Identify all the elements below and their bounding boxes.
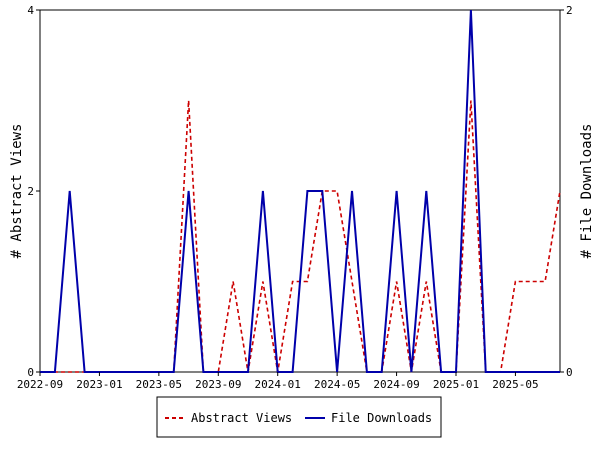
y2-tick-label: 0	[566, 366, 573, 379]
legend-box	[156, 396, 442, 438]
legend-label-file-downloads: File Downloads	[331, 411, 432, 425]
x-tick-label: 2025-05	[492, 378, 538, 391]
x-tick-label: 2024-01	[255, 378, 301, 391]
x-tick-label: 2023-09	[195, 378, 241, 391]
y-tick-label: 4	[27, 4, 34, 17]
y-axis-right: 02	[560, 4, 573, 379]
series-line-file-downloads	[40, 9, 560, 373]
x-tick-label: 2023-01	[76, 378, 122, 391]
legend: Abstract Views File Downloads	[156, 396, 442, 438]
x-tick-label: 2022-09	[17, 378, 63, 391]
legend-label-abstract-views: Abstract Views	[191, 411, 292, 425]
x-tick-label: 2024-05	[314, 378, 360, 391]
x-tick-label: 2023-05	[136, 378, 182, 391]
y2-axis-title: # File Downloads	[579, 124, 595, 259]
y-tick-label: 0	[27, 366, 34, 379]
y2-tick-label: 2	[566, 4, 573, 17]
y-tick-label: 2	[27, 185, 34, 198]
x-tick-label: 2024-09	[373, 378, 419, 391]
x-tick-label: 2025-01	[433, 378, 479, 391]
series-layer	[40, 9, 561, 373]
x-axis: 2022-09 2023-01 2023-05 2023-09 2024-01 2024-…	[17, 372, 539, 391]
y-axis-left: 0 2 4	[27, 4, 40, 379]
y-axis-title: # Abstract Views	[9, 124, 25, 259]
